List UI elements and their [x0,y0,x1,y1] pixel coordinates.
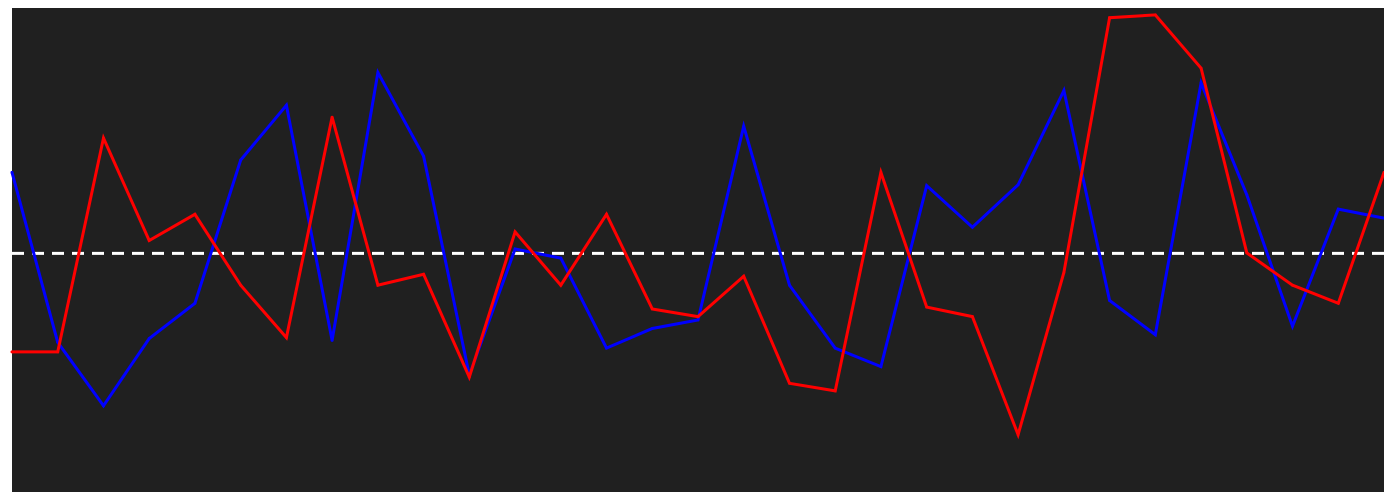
series-1-point [1062,89,1066,92]
series-1-point [559,256,563,260]
series-1-point [102,404,105,408]
plot-background [12,8,1384,492]
series-1-point [925,184,929,188]
series-2-point [376,283,380,287]
series-1-point [284,103,288,107]
series-2-point [56,350,60,354]
series-1-point [1153,333,1157,337]
series-1-point [1336,207,1340,211]
series-1-point [605,346,608,350]
series-2-point [742,274,746,278]
series-2-point [650,307,654,311]
series-1-point [1199,81,1203,85]
series-2-point [1016,433,1020,437]
series-1-point [1291,324,1294,328]
series-2-point [239,283,243,287]
series-2-point [1336,301,1340,305]
series-2-point [1199,66,1203,70]
series-2-point [1245,251,1249,255]
series-1-point [330,338,334,342]
series-2-point [193,212,197,216]
series-1-point [422,154,426,158]
series-1-point [193,301,197,305]
series-1-point [10,170,14,174]
series-2-point [833,389,837,393]
series-2-point [422,272,426,276]
series-2-point [925,305,929,309]
series-1-point [742,124,746,128]
series-1-point [376,71,380,74]
series-2-point [1108,16,1112,20]
series-2-point [970,315,974,319]
series-2-point [1153,13,1157,17]
series-2-point [467,375,471,379]
series-1-point [788,283,791,287]
series-1-point [1016,183,1020,187]
series-1-point [650,327,654,330]
series-2-point [559,283,563,287]
series-2-point [102,136,105,140]
series-2-point [10,350,14,354]
series-1-point [513,247,517,251]
series-2-point [330,115,334,119]
series-2-point [696,315,700,319]
series-2-point [879,170,883,174]
series-1-point [970,225,974,229]
series-1-point [1108,299,1112,302]
series-layer [10,13,1384,440]
series-1-point [147,337,151,340]
series-1-point [833,346,837,350]
series-2-point [1062,270,1066,274]
series-2-point [284,336,288,340]
series-2-point [1291,283,1294,287]
series-2-point [513,230,517,234]
series-1-point [1245,193,1249,197]
series-1-point [239,158,243,162]
series-1-point [696,318,700,322]
series-2-point [147,239,151,242]
series-2-point [788,381,791,385]
series-2-point [605,212,608,216]
series-1-point [879,365,883,369]
